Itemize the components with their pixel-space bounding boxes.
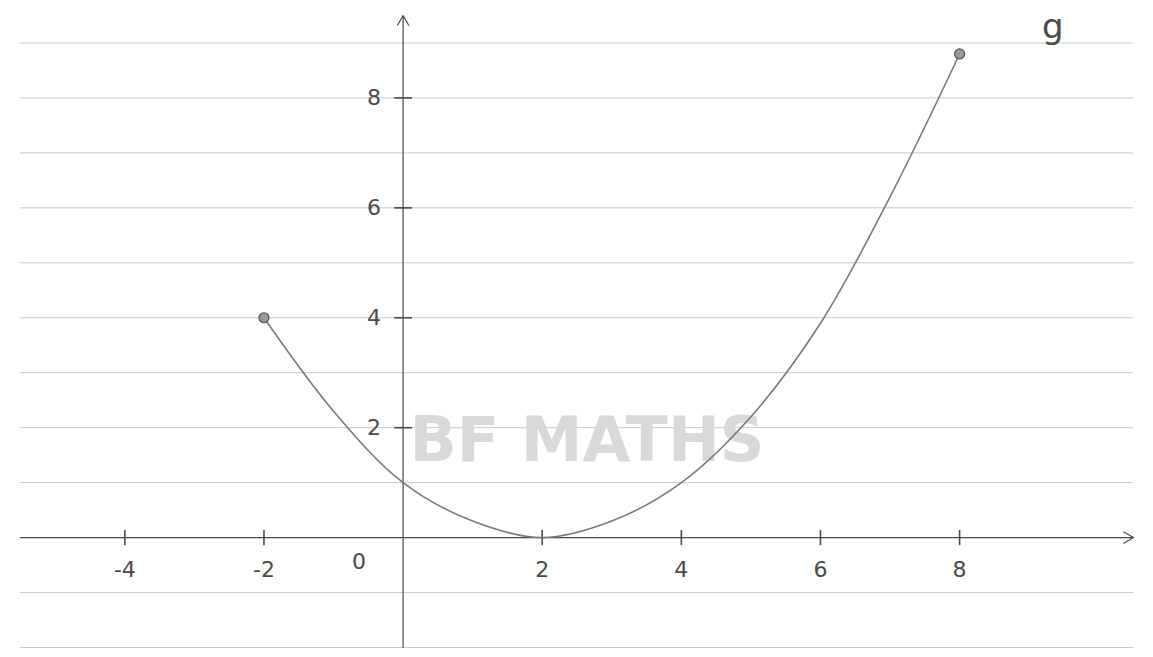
svg-text:0: 0	[352, 549, 366, 574]
svg-text:4: 4	[367, 305, 381, 330]
svg-text:4: 4	[674, 557, 688, 582]
svg-text:-4: -4	[114, 557, 136, 582]
svg-text:-2: -2	[253, 557, 275, 582]
svg-text:8: 8	[367, 85, 381, 110]
svg-text:8: 8	[953, 557, 967, 582]
svg-text:2: 2	[535, 557, 549, 582]
svg-text:g: g	[1042, 6, 1064, 46]
svg-text:6: 6	[813, 557, 827, 582]
svg-text:BF MATHS: BF MATHS	[410, 403, 765, 476]
svg-text:2: 2	[367, 415, 381, 440]
svg-text:6: 6	[367, 195, 381, 220]
